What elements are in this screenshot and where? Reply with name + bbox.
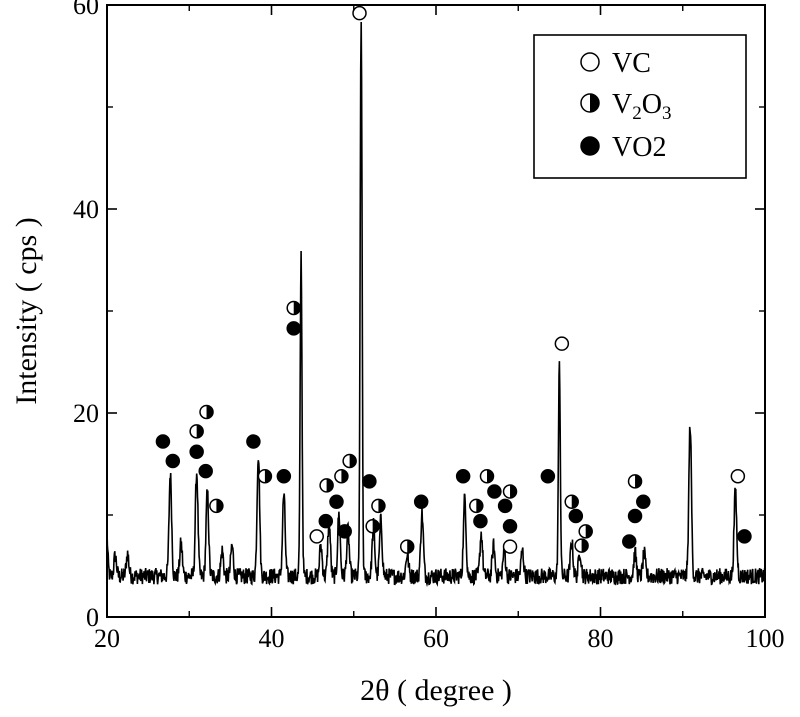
x-tick-label: 100 [746,624,785,653]
vc-marker [730,468,746,484]
vo2-marker [329,494,344,509]
vc-marker [352,5,367,21]
vo2-marker [165,453,181,469]
vo2-marker [198,463,213,479]
legend-label-vo2: VO2 [612,132,666,163]
v2o3-marker [257,468,273,484]
legend-box [533,34,747,179]
vo2-marker [627,508,643,524]
v2o3-marker [627,474,643,489]
y-tick-label: 60 [73,0,99,20]
vo2-marker [413,494,429,509]
v2o3-marker [469,498,484,514]
vo2-marker [473,513,488,529]
v2o3-marker [286,300,301,316]
v2o3-marker [371,498,386,514]
x-tick-label: 80 [588,624,614,653]
legend-marker-vc [580,52,600,72]
y-tick-label: 20 [73,399,99,428]
v2o3-marker [209,498,224,514]
v2o3-marker [199,404,214,420]
v2o3-marker [189,424,204,439]
y-tick-label: 40 [73,195,99,224]
legend-label-v2o3: V2O3 [612,89,671,124]
vo2-marker [737,529,752,544]
vo2-marker [318,513,334,529]
vo2-marker [487,484,502,499]
v2o3-marker [365,518,380,534]
xrd-spectrum-line [106,21,766,588]
vo2-marker [276,468,292,484]
vo2-marker [568,508,584,524]
vo2-marker [337,524,352,539]
vo2-marker [636,494,651,509]
x-tick-label: 40 [259,624,285,653]
v2o3-marker [334,468,349,484]
vo2-marker [455,468,471,484]
legend-marker-v2o3 [580,93,600,113]
x-tick-label: 60 [423,624,449,653]
vo2-marker [502,518,518,534]
v2o3-marker [399,539,415,554]
vo2-marker [286,321,301,336]
phase-markers [155,5,752,554]
vo2-marker [155,434,171,449]
vo2-marker [540,468,556,484]
vo2-marker [622,534,637,549]
y-axis-title: Intensity ( cps ) [10,217,43,404]
v2o3-marker [564,494,579,509]
legend-marker-vo2 [580,136,600,156]
v2o3-marker [502,484,518,499]
v2o3-marker [479,468,495,484]
v2o3-marker [319,478,334,493]
legend-label-vc: VC [612,48,651,79]
vc-marker [309,529,324,544]
v2o3-marker [574,538,589,553]
vo2-marker [189,444,204,460]
x-tick-label: 20 [94,624,120,653]
vc-marker [554,336,570,351]
legend: VC V2O3 VO2 [533,34,747,179]
v2o3-marker [342,453,357,469]
vo2-marker [246,434,261,449]
x-axis-title: 2θ ( degree ) [360,674,512,707]
vc-marker [502,539,518,554]
vo2-marker [497,498,513,514]
v2o3-marker [578,524,593,539]
vo2-marker [362,474,377,489]
y-tick-label: 0 [86,603,99,632]
